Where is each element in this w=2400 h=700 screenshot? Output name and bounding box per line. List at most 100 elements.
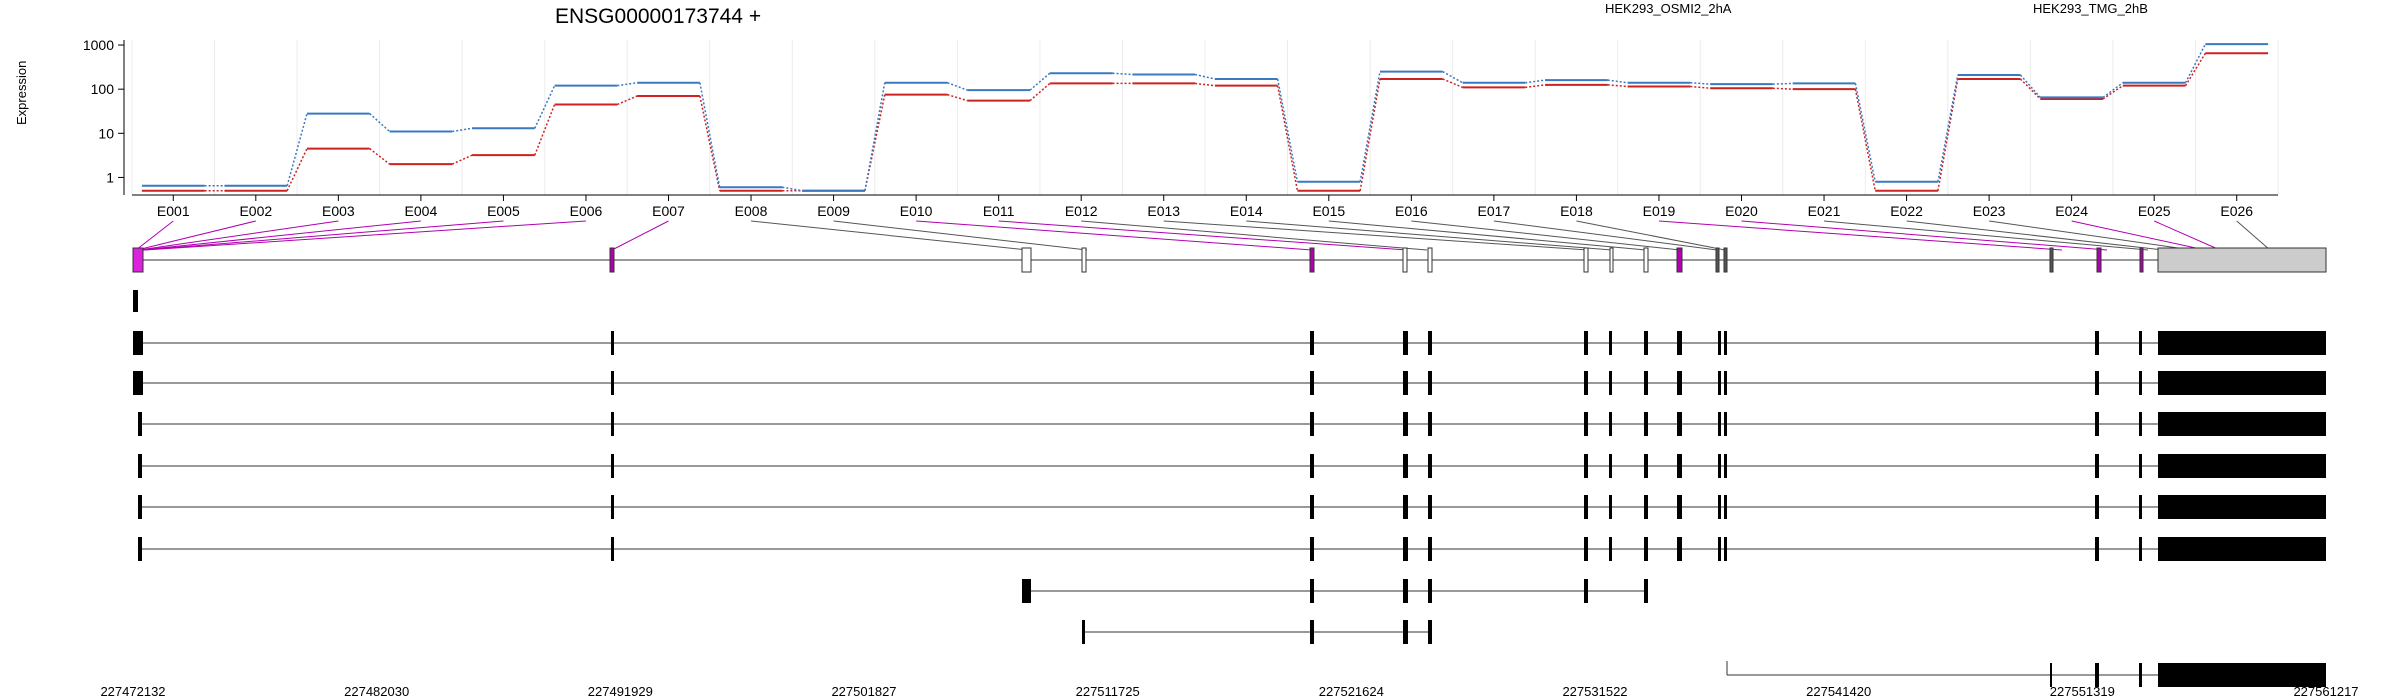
legend-osmi2: HEK293_OSMI2_2hA (1605, 1, 1732, 16)
transcript-exon (1724, 371, 1727, 395)
exon-box-e008 (1021, 247, 1032, 273)
transcript-exon (1584, 371, 1588, 395)
transcript-exon (1022, 579, 1031, 603)
transcript-exon (2139, 412, 2142, 436)
chart-text: ENSG00000173744 + Expression HEK293_OSMI… (14, 1, 2148, 125)
transcript-exon (1428, 579, 1432, 603)
genomic-coordinate-axis: 227472132 227482030 227491929 227501827 2275… (100, 684, 2358, 699)
transcript-exon (1724, 412, 1727, 436)
exon-box-e021 (2139, 247, 2144, 273)
exon-box-e016 (1676, 247, 1683, 273)
transcript-exon (1718, 371, 1721, 395)
transcripts (133, 290, 2326, 687)
y-axis-label: Expression (14, 61, 29, 125)
x-tick-label-e006: E006 (570, 203, 603, 219)
transcript-row (1082, 620, 1432, 644)
series-connector (1525, 79, 1546, 84)
series-connector (369, 148, 390, 165)
x-tick-label-e004: E004 (405, 203, 438, 219)
transcript-exon (1677, 331, 1682, 355)
series-connector (782, 186, 803, 192)
transcript-exon (138, 495, 142, 519)
transcript-exon (1609, 331, 1612, 355)
x-tick-label-e014: E014 (1230, 203, 1263, 219)
transcript-exon (2158, 371, 2326, 395)
series-connector (2019, 74, 2041, 98)
series-tmg (141, 43, 2269, 192)
exon-link-e003 (138, 220, 339, 251)
series-connector (1276, 78, 1299, 182)
transcript-exon (611, 331, 614, 355)
transcript-exon (2095, 412, 2099, 436)
y-tick-labels: 1 10 100 1000 (83, 37, 114, 185)
transcript-exon (1609, 371, 1612, 395)
exon-box-e017 (1715, 247, 1720, 273)
transcript-row (138, 412, 2326, 436)
transcript-row (138, 454, 2326, 478)
series-connector (1194, 73, 1216, 80)
legend-tmg: HEK293_TMG_2hB (2033, 1, 2148, 16)
exon-link-e006 (144, 220, 586, 251)
transcript-exon (1310, 412, 1314, 436)
exon-box-e010 (1309, 247, 1315, 273)
exon-box-e012 (1427, 247, 1433, 273)
transcript-exon (1724, 537, 1727, 561)
x-tick-label-e005: E005 (487, 203, 520, 219)
transcript-exon (1718, 454, 1721, 478)
grid (131, 40, 2279, 195)
series-connector (2019, 78, 2041, 100)
exon-link-e001 (135, 220, 174, 251)
series-connector (452, 127, 473, 133)
transcript-row (133, 371, 2326, 395)
exon-link-e024 (2071, 220, 2206, 251)
exon-link-e019 (1658, 220, 2063, 251)
transcript-exon (1428, 412, 1432, 436)
transcript-exon (2158, 331, 2326, 355)
series-connector (1276, 85, 1299, 191)
transcript-exon (133, 371, 143, 395)
transcript-exon (1724, 331, 1727, 355)
transcript-exon (2139, 663, 2142, 687)
transcript-exon (2139, 454, 2142, 478)
genomic-tick-label: 227491929 (588, 684, 653, 699)
exon-link-e026 (2236, 220, 2271, 251)
exon-link-e012 (1081, 220, 1428, 251)
genomic-tick-label: 227541420 (1806, 684, 1871, 699)
x-tick-label-e026: E026 (2220, 203, 2253, 219)
transcript-exon (138, 412, 142, 436)
transcript-exon (1403, 371, 1408, 395)
transcript-exon (1609, 537, 1612, 561)
transcript-exon (611, 495, 614, 519)
series-connector (1029, 82, 1051, 102)
series-connector (1359, 71, 1381, 182)
exon-box-e013 (1583, 247, 1589, 273)
series-connector (286, 113, 308, 186)
x-tick-labels: E001 E002 E003 E004 E005 E006 E007 E008 E009 E010… (157, 203, 2253, 219)
exon-box-e018 (1723, 247, 1728, 273)
series-connector (1607, 84, 1628, 88)
transcript-exon (133, 331, 143, 355)
x-tick-label-e022: E022 (1890, 203, 1923, 219)
exon-link-e018 (1576, 220, 1726, 251)
transcript-exon (1677, 412, 1682, 436)
transcript-row (138, 537, 2326, 561)
transcript-exon (1403, 537, 1408, 561)
series-connector (2184, 43, 2207, 84)
transcript-exon (1310, 371, 1314, 395)
x-tick-label-e018: E018 (1560, 203, 1593, 219)
exon-link-e002 (136, 220, 256, 251)
transcript-exon (611, 412, 614, 436)
x-tick-label-e015: E015 (1312, 203, 1345, 219)
genomic-tick-label: 227501827 (831, 684, 896, 699)
transcript-exon (2095, 537, 2099, 561)
series-connector (1772, 82, 1793, 85)
series-connector (1854, 83, 1876, 182)
transcript-exon (2158, 412, 2326, 436)
series-connector (699, 95, 721, 191)
transcript-row (1022, 579, 1648, 603)
transcript-exon (1403, 454, 1408, 478)
series-connector (617, 95, 638, 106)
transcript-exon (1310, 620, 1314, 644)
genomic-tick-label: 227521624 (1319, 684, 1384, 699)
